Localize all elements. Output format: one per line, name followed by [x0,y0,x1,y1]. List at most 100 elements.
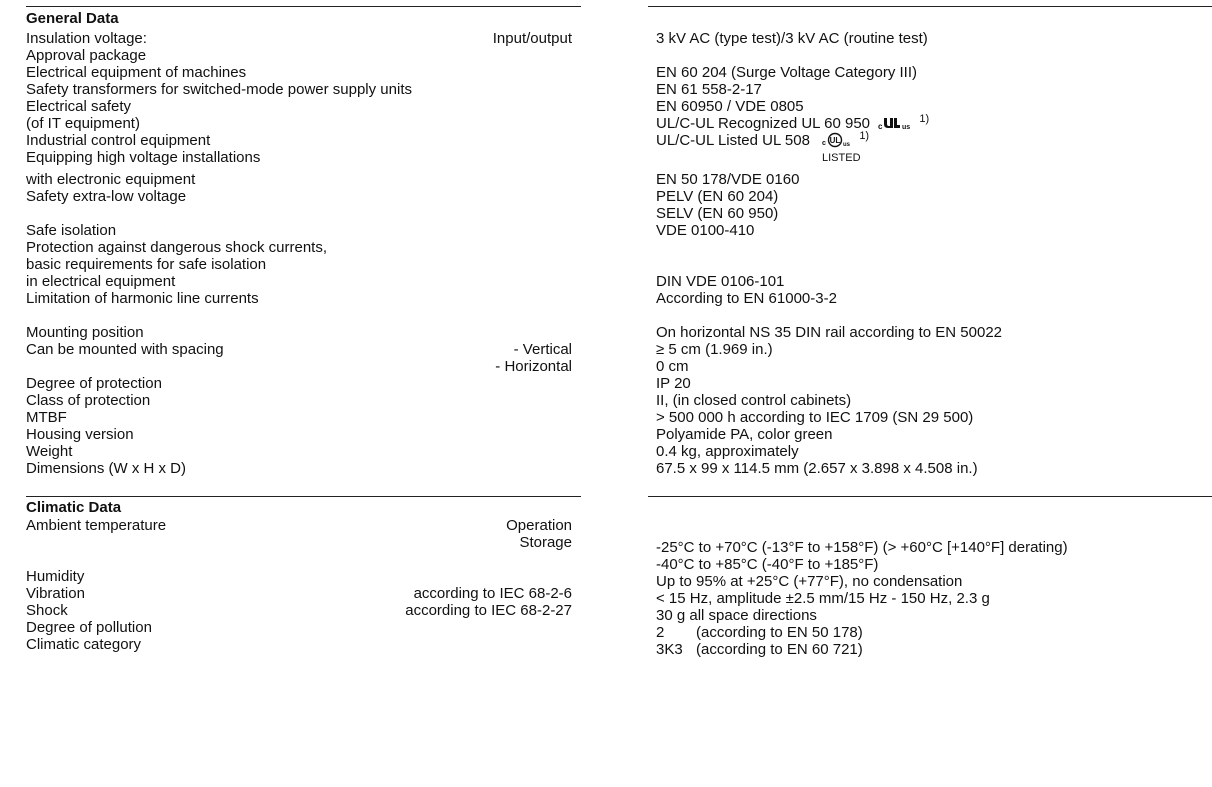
safety-transformers-value: EN 61 558-2-17 [656,81,762,98]
row-humidity-value: Up to 95% at +25°C (+77°F), no condensat… [0,573,1212,590]
ul-listed-us-text: us [843,142,851,148]
electrical-equipment-label: Electrical equipment of machines [26,64,247,81]
high-voltage-label: Equipping high voltage installations [26,149,261,166]
row-safety-extra-low-voltage: Safety extra-low voltage PELV (EN 60 204… [0,188,1212,205]
safe-isolation-value: VDE 0100-410 [656,222,755,239]
ambient-temperature-label: Ambient temperature [26,517,167,534]
spacing-vertical-value: ≥ 5 cm (1.969 in.) [656,341,773,358]
electronic-equipment-label: with electronic equipment [26,171,196,188]
ul-listed-mark-icon: c UL us [822,132,852,148]
ul-recognized-mark-icon: c us [878,116,912,130]
ul-listed-c-text: c [822,140,826,147]
general-rule-left [26,6,581,7]
mtbf-label: MTBF [26,409,67,426]
housing-version-value: Polyamide PA, color green [656,426,833,443]
ul-recognized-us-text: us [902,124,910,130]
spacing-vertical-context: - Vertical [513,341,572,358]
climatic-rule-left [26,496,581,497]
spacing-label: Can be mounted with spacing [26,341,224,358]
degree-protection-label: Degree of protection [26,375,162,392]
row-vibration: Vibration according to IEC 68-2-6 [0,585,1212,602]
vibration-label: Vibration [26,585,85,602]
degree-pollution-value-wrap: 2 (according to EN 50 178) [656,624,863,641]
row-vibration-value: < 15 Hz, amplitude ±2.5 mm/15 Hz - 150 H… [0,590,1212,607]
climatic-data-heading: Climatic Data [26,499,122,516]
row-dimensions: Dimensions (W x H x D) 67.5 x 99 x 114.5… [0,460,1212,477]
row-degree-pollution-value: 2 (according to EN 50 178) [0,624,1212,641]
row-electronic-equipment: with electronic equipment EN 50 178/VDE … [0,171,1212,188]
safe-isolation-label: Safe isolation [26,222,117,239]
industrial-control-value: UL/C-UL Listed UL 508 [656,132,810,149]
row-high-voltage: Equipping high voltage installations LIS… [0,149,1212,166]
vibration-value: < 15 Hz, amplitude ±2.5 mm/15 Hz - 150 H… [656,590,990,607]
row-weight: Weight 0.4 kg, approximately [0,443,1212,460]
electrical-safety-value: EN 60950 / VDE 0805 [656,98,804,115]
row-mtbf: MTBF > 500 000 h according to IEC 1709 (… [0,409,1212,426]
shock-value: 30 g all space directions [656,607,817,624]
row-in-electrical-equipment: in electrical equipment DIN VDE 0106-101 [0,273,1212,290]
climatic-category-number: 3K3 [656,641,683,658]
class-protection-label: Class of protection [26,392,151,409]
row-ambient-storage-context: Storage -25°C to +70°C (-13°F to +158°F)… [0,534,1212,556]
insulation-voltage-label: Insulation voltage: [26,30,147,47]
shock-label: Shock [26,602,68,619]
degree-pollution-label: Degree of pollution [26,619,152,636]
row-insulation-voltage: Insulation voltage: Input/output 3 kV AC… [0,30,1212,47]
climatic-rule-right [648,496,1212,497]
row-spacing-vertical: Can be mounted with spacing - Vertical ≥… [0,341,1212,358]
row-electrical-safety: Electrical safety EN 60950 / VDE 0805 [0,98,1212,115]
ambient-operation-context: Operation [506,517,572,534]
listed-caption: LISTED [822,152,861,164]
electrical-equipment-value: EN 60 204 (Surge Voltage Category III) [656,64,917,81]
in-electrical-equipment-value: DIN VDE 0106-101 [656,273,785,290]
industrial-control-value-wrap: UL/C-UL Listed UL 508 c UL us 1) [656,130,870,151]
row-basic-requirements: basic requirements for safe isolation [0,256,1212,273]
mounting-position-label: Mounting position [26,324,144,341]
ul-listed-ul-text: UL [830,136,841,145]
safety-transformers-label: Safety transformers for switched-mode po… [26,81,412,98]
spacing-horizontal-value: 0 cm [656,358,689,375]
degree-pollution-number: 2 [656,624,665,641]
climatic-category-value-wrap: 3K3 (according to EN 60 721) [656,641,863,658]
electronic-equipment-value: EN 50 178/VDE 0160 [656,171,800,188]
mounting-position-value: On horizontal NS 35 DIN rail according t… [656,324,1003,341]
row-it-equipment: (of IT equipment) UL/C-UL Recognized UL … [0,113,1212,132]
row-climatic-category: Climatic category [0,636,1212,653]
industrial-control-footnote: 1) [859,130,870,142]
approval-package-label: Approval package [26,47,147,64]
ul-recognized-c-text: c [878,122,883,130]
harmonic-currents-value: According to EN 61000-3-2 [656,290,837,307]
shock-protection-label: Protection against dangerous shock curre… [26,239,328,256]
selv-value: SELV (EN 60 950) [656,205,779,222]
row-mounting-position: Mounting position On horizontal NS 35 DI… [0,324,1212,341]
dimensions-value: 67.5 x 99 x 114.5 mm (2.657 x 3.898 x 4.… [656,460,978,477]
climatic-category-label: Climatic category [26,636,142,653]
general-rule-right [648,6,1212,7]
weight-value: 0.4 kg, approximately [656,443,799,460]
housing-version-label: Housing version [26,426,134,443]
spacing-horizontal-context: - Horizontal [495,358,572,375]
row-humidity: Humidity [0,568,1212,585]
row-ambient-temperature: Ambient temperature Operation [0,517,1212,534]
row-harmonic-currents: Limitation of harmonic line currents Acc… [0,290,1212,307]
row-selv: SELV (EN 60 950) [0,205,1212,222]
row-class-protection: Class of protection II, (in closed contr… [0,392,1212,409]
pelv-value: PELV (EN 60 204) [656,188,779,205]
row-shock: Shock according to IEC 68-2-27 [0,602,1212,619]
insulation-voltage-value: 3 kV AC (type test)/3 kV AC (routine tes… [656,30,928,47]
class-protection-value: II, (in closed control cabinets) [656,392,852,409]
row-housing-version: Housing version Polyamide PA, color gree… [0,426,1212,443]
it-equipment-label: (of IT equipment) [26,115,140,132]
ambient-storage-context: Storage [519,534,572,551]
shock-context: according to IEC 68-2-27 [405,602,572,619]
row-safe-isolation: Safe isolation VDE 0100-410 [0,222,1212,239]
ambient-operation-value: -25°C to +70°C (-13°F to +158°F) (> +60°… [656,539,1068,556]
electrical-safety-label: Electrical safety [26,98,132,115]
insulation-voltage-context: Input/output [492,30,572,47]
degree-protection-value: IP 20 [656,375,691,392]
row-degree-protection: Degree of protection IP 20 [0,375,1212,392]
climatic-category-value: (according to EN 60 721) [696,641,863,658]
safety-extra-low-voltage-label: Safety extra-low voltage [26,188,187,205]
ambient-storage-value: -40°C to +85°C (-40°F to +185°F) [656,556,879,573]
vibration-context: according to IEC 68-2-6 [413,585,572,602]
